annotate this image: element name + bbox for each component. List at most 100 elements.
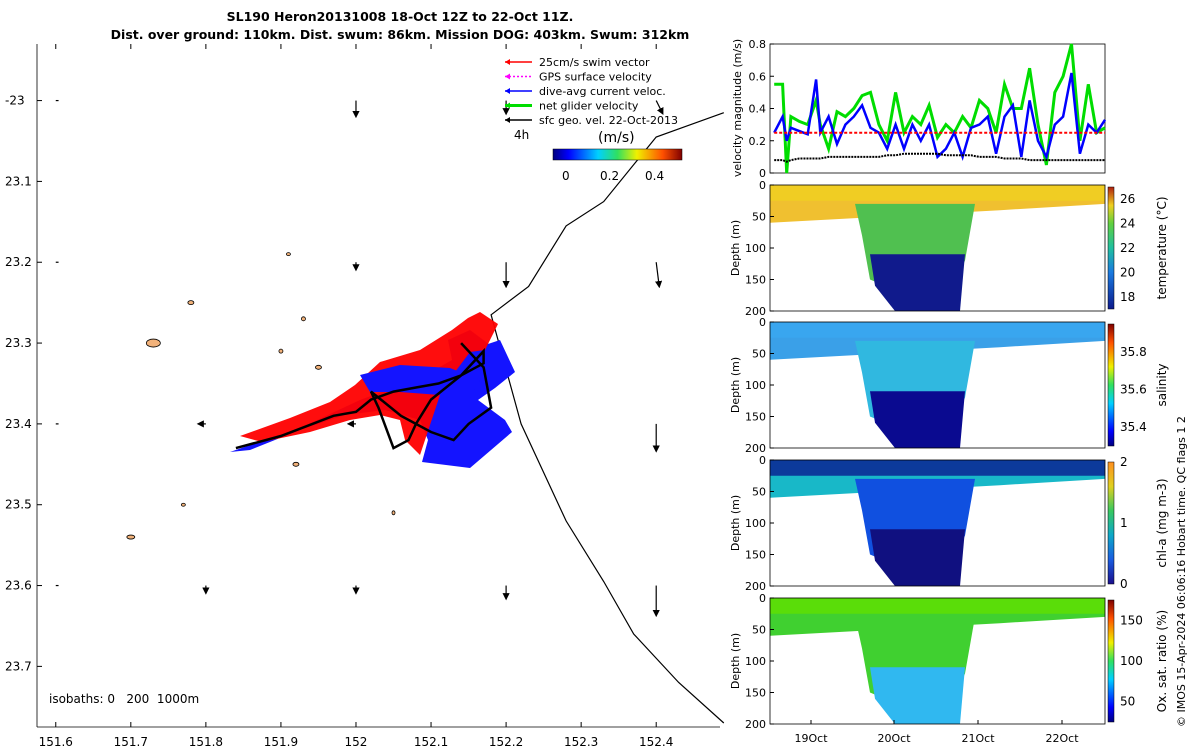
legend-label: 25cm/s swim vector [539, 56, 650, 69]
legend-label: GPS surface velocity [539, 71, 652, 84]
heatmap-colorbar [1107, 186, 1115, 310]
heatmap-ytick-label: 150 [745, 274, 766, 287]
heatmap-panel: 0 50 100 150 200 Depth (m) 18 20 22 24 26 temperatu… [729, 179, 1169, 318]
heatmap-panel: 0 50 100 150 200 Depth (m) 0 1 2 chl-a (mg m-3) [729, 454, 1169, 593]
legend-label: dive-avg current veloc. [539, 85, 666, 98]
colorbar-tick-label: 20 [1120, 265, 1135, 279]
colorbar-title: salinity [1155, 363, 1169, 406]
heatmap-colorbar [1107, 461, 1115, 585]
legend-arrowhead [505, 73, 510, 80]
heatmap-panel: 0 50 100 150 200 Depth (m) 50 100 150 Ox. sat. ra… [729, 592, 1169, 731]
reef-island [126, 534, 136, 540]
colorbar-tick-2: 0.4 [645, 169, 664, 183]
heatmap-ytick-label: 0 [759, 454, 766, 467]
heatmap-ytick-label: 200 [745, 718, 766, 731]
heatmap-ytick-label: 0 [759, 316, 766, 329]
map-ytick-label: 23.1 [5, 174, 32, 188]
heatmap-ytick-label: 50 [752, 486, 766, 499]
heatmap-surface-layer [770, 185, 1105, 201]
colorbar-tick-label: 35.8 [1120, 345, 1147, 359]
heatmap-ytick-label: 0 [759, 592, 766, 605]
colorbar-tick-label: 50 [1120, 695, 1135, 709]
map-xtick-label: 152.4 [639, 735, 673, 749]
heatmap-xtick-label: 22Oct [1045, 732, 1079, 745]
heatmap-deep-layer [870, 529, 965, 586]
map-xtick-label: 151.7 [114, 735, 148, 749]
reef-island [286, 252, 291, 257]
map-xtick-label: 152.2 [489, 735, 523, 749]
colorbar-tick-label: 24 [1120, 217, 1135, 231]
heatmap-ytick-label: 200 [745, 305, 766, 318]
heatmap-surface-layer [770, 598, 1105, 614]
colorbar-tick-label: 0 [1120, 577, 1128, 591]
velocity-series [773, 43, 1107, 174]
colorbar-tick-label: 150 [1120, 613, 1143, 627]
map-panel: 151.6 151.7 151.8 151.9 152 152.1 152.2 152.3 15… [5, 44, 725, 749]
heatmap-ytick-label: 0 [759, 179, 766, 192]
colorbar-tick-0: 0 [562, 169, 570, 183]
map-xtick-label: 152.3 [564, 735, 598, 749]
colorbar-tick-label: 1 [1120, 516, 1128, 530]
legend-arrowhead [505, 88, 510, 94]
heatmap-ytick-label: 50 [752, 211, 766, 224]
legend-arrowhead [505, 59, 510, 65]
velocity-ytick-label: 0.2 [749, 135, 767, 148]
sfc-geo-velocity-arrows [55, 99, 664, 618]
isobaths-label: isobaths: 0 200 1000m [49, 692, 199, 706]
legend-arrowhead [505, 117, 510, 123]
velocity-panel: 0 0.2 0.4 0.6 0.8 velocity magnitude (m/s) [731, 38, 1107, 180]
colorbar-title: temperature (°C) [1155, 197, 1169, 300]
reef-island [187, 300, 195, 306]
heatmap-ytick-label: 100 [745, 517, 766, 530]
heatmap-colorbar [1107, 599, 1115, 723]
map-xtick-label: 151.6 [39, 735, 73, 749]
heatmap-surface-layer [770, 460, 1105, 476]
heatmap-xtick-label: 20Oct [877, 732, 911, 745]
map-xtick-label: 151.9 [264, 735, 298, 749]
heatmap-ylabel: Depth (m) [729, 220, 742, 276]
heatmap-ytick-label: 150 [745, 411, 766, 424]
imos-note: © IMOS 15-Apr-2024 06:06:16 Hobart time.… [1175, 416, 1188, 727]
heatmap-ytick-label: 100 [745, 379, 766, 392]
legend-label: sfc geo. vel. 22-Oct-2013 [539, 114, 678, 127]
glider-track-area [230, 312, 515, 468]
heatmap-ylabel: Depth (m) [729, 357, 742, 413]
map-ytick-label: 23.2 [5, 255, 32, 269]
reef-island [145, 338, 161, 348]
map-xtick-label: 152.1 [414, 735, 448, 749]
velocity-ylabel: velocity magnitude (m/s) [731, 39, 744, 177]
heatmap-surface-layer [770, 322, 1105, 338]
colorbar-unit-label: (m/s) [598, 130, 635, 146]
reef-island [292, 461, 300, 467]
heatmap-ytick-label: 200 [745, 442, 766, 455]
colorbar-tick-label: 18 [1120, 290, 1135, 304]
heatmap-ytick-label: 200 [745, 580, 766, 593]
heatmap-ytick-label: 100 [745, 242, 766, 255]
colorbar-tick-label: 35.4 [1120, 420, 1147, 434]
reef-island [391, 510, 396, 516]
heatmap-ytick-label: 150 [745, 549, 766, 562]
map-ytick-label: 23.3 [5, 336, 32, 350]
velocity-ytick-label: 0.6 [749, 70, 767, 83]
glider-track-line [235, 342, 493, 450]
velocity-ytick-label: 0.4 [749, 103, 767, 116]
legend-label: net glider velocity [539, 100, 639, 113]
map-xtick-label: 152 [345, 735, 368, 749]
heatmap-ytick-label: 50 [752, 348, 766, 361]
map-legend: 25cm/s swim vector GPS surface velocitydi… [505, 56, 678, 127]
map-ytick-label: 23.6 [5, 579, 32, 593]
colorbar-title: Ox. sat. ratio (%) [1155, 610, 1169, 712]
heatmap-ytick-label: 100 [745, 655, 766, 668]
heatmap-panel: 0 50 100 150 200 Depth (m) 35.4 35.6 35.8 salinit… [729, 316, 1169, 455]
chart-title: SL190 Heron20131008 18-Oct 12Z to 22-Oct… [226, 9, 574, 24]
heatmap-xtick-label: 21Oct [961, 732, 995, 745]
dive-avg-current-swath-3 [360, 365, 480, 398]
right-panels: 0 0.2 0.4 0.6 0.8 velocity magnitude (m/s) 0… [729, 38, 1188, 745]
reef-island [278, 348, 284, 354]
heatmap-colorbar [1107, 323, 1115, 447]
map-xtick-label: 151.8 [189, 735, 223, 749]
map-islands [126, 252, 396, 540]
colorbar-tick-label: 100 [1120, 654, 1143, 668]
chart-subtitle: Dist. over ground: 110km. Dist. swum: 86… [110, 27, 690, 42]
geo-velocity-arrow [655, 100, 664, 115]
